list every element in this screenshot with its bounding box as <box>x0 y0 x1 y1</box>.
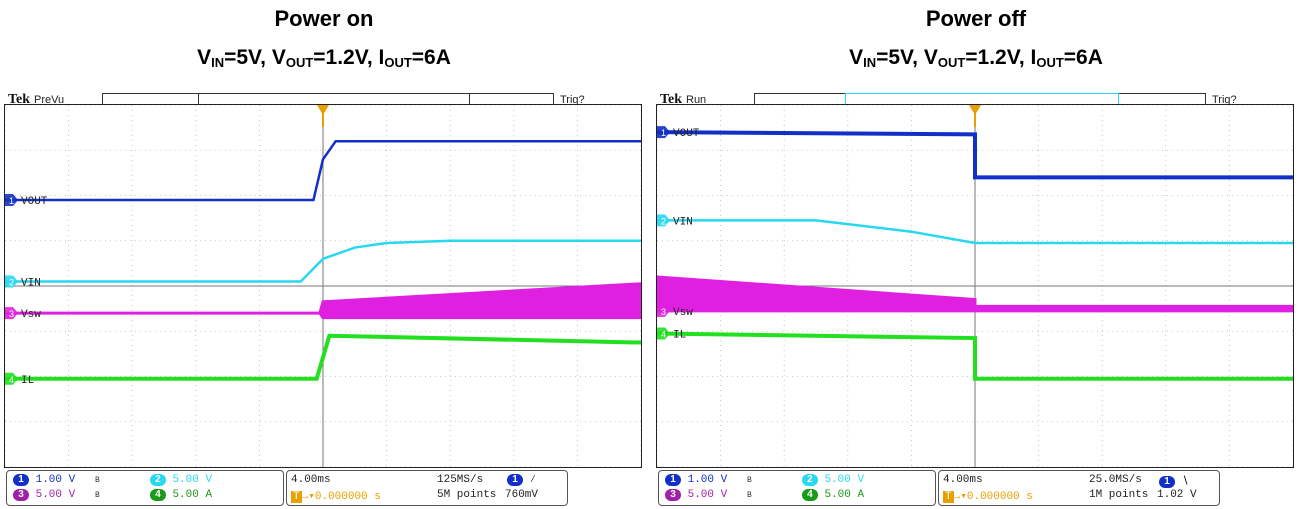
channel-label: Vsw <box>673 307 693 319</box>
channel-marker-icon <box>657 214 670 227</box>
trigger-slope-icon: ∕ <box>529 474 537 486</box>
trigger-slope-icon: ∖ <box>1181 476 1189 488</box>
ch2-scale: 5.00 V <box>172 474 213 486</box>
scope-brand: Tek <box>660 92 683 107</box>
panel-subtitle: VIN=5V, VOUT=1.2V, IOUT=6A <box>197 46 451 70</box>
series-vsw <box>657 275 1293 313</box>
timebase: 4.00ms <box>943 474 983 486</box>
channel-marker-vout: 1 VOUT <box>657 126 700 140</box>
channel-marker-icon <box>5 275 18 288</box>
ch2-badge: 2 <box>801 474 818 486</box>
channel-label: VIN <box>21 277 41 289</box>
channel-marker-icon <box>5 194 18 207</box>
acquisition-status: Run <box>686 94 707 106</box>
channel-marker-icon <box>5 372 18 385</box>
trigger-position: T →▾0.000000 s <box>291 491 381 503</box>
series-vsw <box>5 282 641 320</box>
ch4-scale: 5.00 A <box>824 489 865 501</box>
channel-marker-number: 4 <box>661 330 666 340</box>
sample-rate: 125MS/s <box>437 474 484 486</box>
scope-screen: 1 VOUT 2 VIN 3 Vsw 4 IL <box>4 104 642 468</box>
series-vout <box>657 130 1293 180</box>
channel-marker-icon <box>657 304 670 317</box>
bw-limit-icon: B <box>95 476 100 485</box>
trigger-state: Trig? <box>1212 94 1237 106</box>
scope-brand: Tek <box>8 92 31 107</box>
timebase: 4.00ms <box>291 474 331 486</box>
channel-marker-number: 2 <box>661 216 666 226</box>
ch3-badge: 3 <box>13 489 29 501</box>
channel-marker-vsw: 3 Vsw <box>5 307 41 321</box>
grid <box>5 105 641 467</box>
series-il <box>5 333 641 381</box>
power-off-panel: Power off VIN=5V, VOUT=1.2V, IOUT=6A Tek… <box>656 0 1296 509</box>
ch4-badge: 4 <box>149 489 166 501</box>
ch1-scale: 1.00 V <box>687 474 728 486</box>
timebase-box: 4.00ms 125MS/s T →▾0.000000 s 5M points 1… <box>286 470 568 506</box>
series-vout <box>5 139 641 202</box>
trigger-channel-badge: 1 <box>507 474 523 486</box>
trigger-position: T →▾0.000000 s <box>943 491 1033 503</box>
power-on-panel: Power on VIN=5V, VOUT=1.2V, IOUT=6A Tek … <box>4 0 644 509</box>
record-length: 1M points <box>1089 489 1149 501</box>
channel-label: VIN <box>673 216 693 228</box>
channel-marker-icon <box>657 327 670 340</box>
series-vin <box>657 219 1293 245</box>
sample-rate: 25.0MS/s <box>1089 474 1142 486</box>
ch1-badge: 1 <box>13 474 29 486</box>
panel-title: Power off <box>925 6 1027 31</box>
acquisition-status: PreVu <box>34 94 65 106</box>
ch3-scale: 5.00 V <box>687 489 728 501</box>
trigger-level: 1.02 V <box>1157 489 1197 501</box>
channel-label: IL <box>21 375 34 387</box>
channel-label: Vsw <box>21 309 41 321</box>
channel-marker-il: 4 IL <box>5 372 34 387</box>
scope-readout: 1 1.00 V B 2 5.00 V 3 5.00 V B 4 5.00 A 4.… <box>4 470 640 506</box>
ch1-badge: 1 <box>665 474 681 486</box>
channel-marker-vin: 2 VIN <box>5 275 41 289</box>
waveform-plot: 1 VOUT 2 VIN 3 Vsw 4 IL <box>5 105 641 467</box>
channel-marker-vin: 2 VIN <box>657 214 693 228</box>
channel-marker-number: 3 <box>661 307 666 317</box>
channel-marker-number: 3 <box>9 309 14 319</box>
waveform-plot: 1 VOUT 2 VIN 3 Vsw 4 IL <box>657 105 1293 467</box>
channel-marker-number: 2 <box>9 277 14 287</box>
bw-limit-icon: B <box>747 476 752 485</box>
channel-marker-il: 4 IL <box>657 327 686 342</box>
trigger-level: 760mV <box>505 489 539 501</box>
ch2-badge: 2 <box>149 474 166 486</box>
ch3-badge: 3 <box>665 489 681 501</box>
channel-label: IL <box>673 330 686 342</box>
bw-limit-icon: B <box>747 491 752 500</box>
series-vin <box>5 239 641 283</box>
channel-scales-box: 1 1.00 V B 2 5.00 V 3 5.00 V B 4 5.00 A <box>6 470 284 506</box>
trigger-channel-badge: 1 <box>1159 476 1175 488</box>
record-length: 5M points <box>437 489 497 501</box>
panel-title: Power on <box>274 6 374 31</box>
channel-marker-vsw: 3 Vsw <box>657 304 693 319</box>
ch1-scale: 1.00 V <box>35 474 76 486</box>
channel-marker-icon <box>5 307 18 320</box>
ch4-scale: 5.00 A <box>172 489 213 501</box>
channel-marker-number: 4 <box>9 375 14 385</box>
channel-marker-icon <box>657 126 670 139</box>
ch3-scale: 5.00 V <box>35 489 76 501</box>
ch2-scale: 5.00 V <box>824 474 865 486</box>
trigger-state: Trig? <box>560 94 585 106</box>
channel-marker-number: 1 <box>661 128 666 138</box>
scope-screen: 1 VOUT 2 VIN 3 Vsw 4 IL <box>656 104 1294 468</box>
channel-marker-number: 1 <box>9 196 14 206</box>
channel-scales-box: 1 1.00 V B 2 5.00 V 3 5.00 V B 4 5.00 A <box>658 470 936 506</box>
grid <box>657 105 1293 467</box>
panel-subtitle: VIN=5V, VOUT=1.2V, IOUT=6A <box>849 46 1103 70</box>
series-il <box>657 331 1293 381</box>
timebase-box: 4.00ms 25.0MS/s T →▾0.000000 s 1M points … <box>938 470 1220 506</box>
scope-readout: 1 1.00 V B 2 5.00 V 3 5.00 V B 4 5.00 A 4.… <box>656 470 1292 506</box>
channel-label: VOUT <box>673 128 700 140</box>
channel-marker-vout: 1 VOUT <box>5 194 48 208</box>
bw-limit-icon: B <box>95 491 100 500</box>
channel-label: VOUT <box>21 196 48 208</box>
ch4-badge: 4 <box>801 489 818 501</box>
